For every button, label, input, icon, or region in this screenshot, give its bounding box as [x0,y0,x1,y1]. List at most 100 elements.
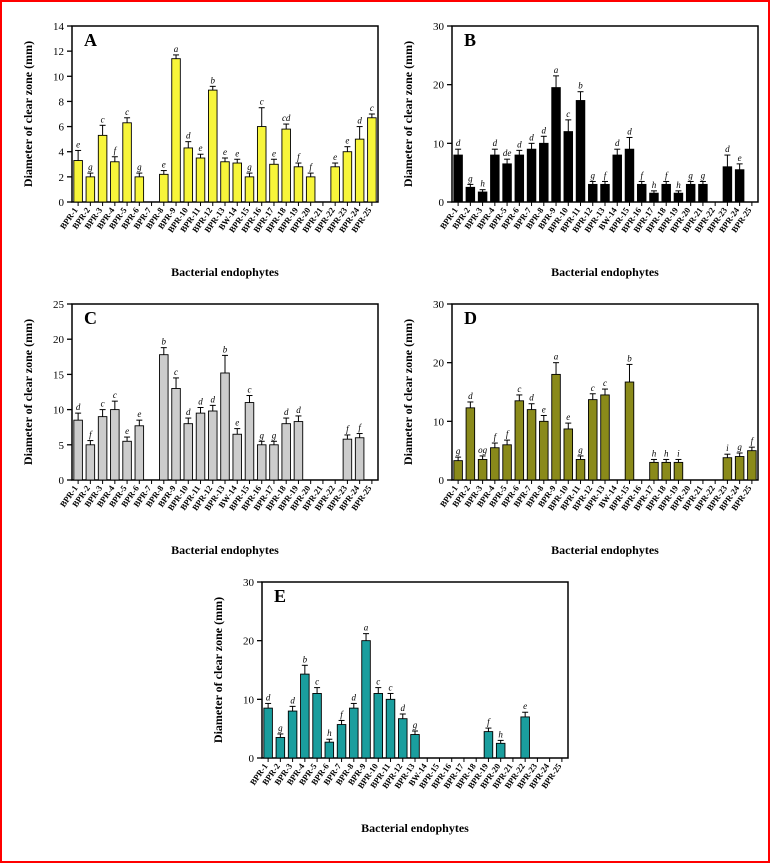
svg-text:h: h [676,180,681,190]
svg-text:e: e [162,160,166,170]
svg-text:c: c [174,367,178,377]
svg-text:0: 0 [249,753,255,765]
bar [650,193,659,202]
svg-text:e: e [199,143,203,153]
chart-A: 02468101214eBPR-1gBPR-2cBPR-3fBPR-4cBPR-… [16,14,386,282]
svg-text:d: d [615,138,620,148]
bar [245,177,254,202]
bar [306,177,315,202]
svg-text:20: 20 [433,358,445,370]
svg-text:g: g [737,442,742,452]
svg-text:20: 20 [53,334,65,346]
svg-text:Bacterial endophytes: Bacterial endophytes [551,543,659,557]
bar [264,708,273,758]
svg-text:Bacterial endophytes: Bacterial endophytes [361,821,469,835]
svg-text:c: c [370,103,374,113]
panel-D: 0102030gBPR-1dBPR-2ogBPR-3fBPR-4fBPR-5cB… [396,292,766,560]
bar [325,742,334,758]
bar [686,184,695,202]
svg-text:e: e [272,148,276,158]
svg-text:20: 20 [243,636,255,648]
svg-text:f: f [494,432,498,442]
bar [552,88,561,202]
svg-text:25: 25 [53,299,65,311]
bar [552,374,561,480]
bar [355,139,364,202]
bar [454,155,463,202]
bar [233,163,242,202]
bar [355,438,364,480]
bar [294,167,303,202]
bar [301,674,310,758]
svg-text:0: 0 [59,197,65,209]
svg-text:h: h [327,728,332,738]
svg-text:g: g [578,445,583,455]
bar [637,184,646,202]
svg-text:f: f [340,709,344,719]
svg-text:c: c [260,97,264,107]
svg-text:c: c [113,390,117,400]
chart-D: 0102030gBPR-1dBPR-2ogBPR-3fBPR-4fBPR-5cB… [396,292,766,560]
bar [527,410,536,480]
bar [625,149,634,202]
figure-page: 02468101214eBPR-1gBPR-2cBPR-3fBPR-4cBPR-… [0,0,770,863]
svg-text:c: c [247,385,251,395]
bar [313,693,322,758]
panel-C: 0510152025dBPR-1fBPR-2cBPR-3cBPR-4eBPR-5… [16,292,386,560]
bar [588,184,597,202]
svg-text:b: b [303,654,308,664]
svg-text:6: 6 [59,122,65,134]
svg-text:d: d [186,407,191,417]
svg-text:12: 12 [53,46,64,58]
svg-text:c: c [603,378,607,388]
svg-text:e: e [125,426,129,436]
svg-text:e: e [235,418,239,428]
svg-text:g: g [456,446,461,456]
svg-text:A: A [84,30,97,50]
svg-text:2: 2 [59,172,65,184]
svg-text:30: 30 [433,299,445,311]
bar [386,699,395,758]
svg-text:d: d [542,125,547,135]
bar [601,395,610,480]
bar [184,148,193,202]
svg-text:b: b [162,337,167,347]
bar [515,401,524,480]
svg-text:g: g [701,170,706,180]
svg-text:h: h [664,448,669,458]
bar [674,193,683,202]
bar [98,135,107,202]
svg-text:15: 15 [53,369,65,381]
svg-text:0: 0 [439,197,445,209]
svg-text:Diameter of clear zone (mm): Diameter of clear zone (mm) [21,41,35,187]
svg-text:c: c [591,383,595,393]
svg-text:e: e [738,153,742,163]
svg-text:b: b [627,353,632,363]
bar [257,127,266,202]
bar [491,155,500,202]
svg-text:e: e [333,152,337,162]
bar [245,403,254,480]
svg-text:i: i [726,443,729,453]
svg-text:Diameter of clear zone (mm): Diameter of clear zone (mm) [21,319,35,465]
svg-text:d: d [352,692,357,702]
bar [196,413,205,480]
svg-text:f: f [358,423,362,433]
svg-text:cd: cd [282,113,291,123]
svg-text:i: i [677,448,680,458]
bar [564,429,573,480]
bar [723,167,732,202]
bar [478,459,487,480]
svg-text:C: C [84,308,97,328]
svg-text:D: D [464,308,477,328]
bar [111,410,120,480]
bar [172,59,181,202]
bar [368,118,377,202]
svg-text:g: g [591,170,596,180]
svg-text:d: d [468,391,473,401]
bar [343,439,352,480]
svg-text:h: h [480,179,485,189]
svg-text:Bacterial endophytes: Bacterial endophytes [171,265,279,279]
bar [98,417,107,480]
svg-text:10: 10 [53,71,65,83]
